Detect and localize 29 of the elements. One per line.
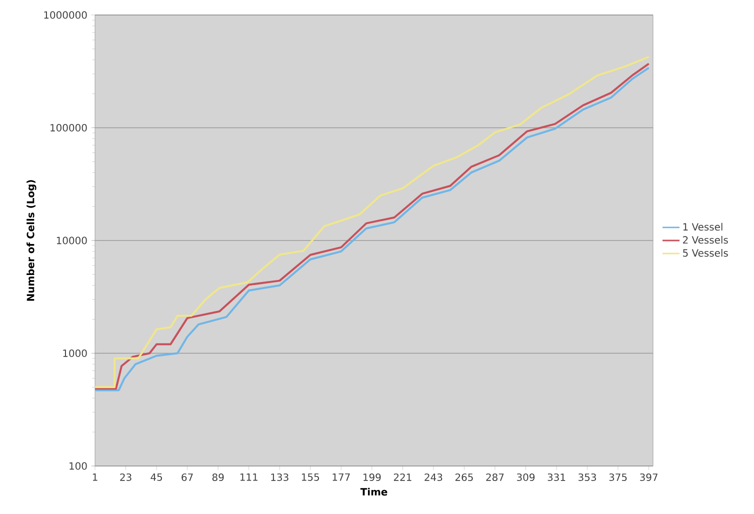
x-tick-label: 199 xyxy=(364,473,381,482)
y-axis-title: Number of Cells (Log) xyxy=(26,180,36,301)
x-tick-label: 397 xyxy=(640,473,658,482)
x-tick-label: 1 xyxy=(92,473,98,481)
legend-label: 2 Vessels xyxy=(683,236,728,244)
y-tick-label: 1000 xyxy=(63,349,87,357)
x-tick-label: 89 xyxy=(212,473,224,482)
x-tick-label: 331 xyxy=(548,473,566,482)
y-tick-label: 1000000 xyxy=(44,11,87,19)
legend-label: 1 Vessel xyxy=(683,222,722,231)
y-tick-label: 10000 xyxy=(56,236,87,244)
x-tick-label: 111 xyxy=(240,473,258,481)
y-tick-label: 100 xyxy=(70,462,87,470)
legend-label: 5 Vessels xyxy=(683,248,728,257)
x-tick-label: 243 xyxy=(424,473,442,482)
x-tick-label: 45 xyxy=(150,473,162,481)
x-tick-label: 155 xyxy=(302,473,320,481)
x-tick-label: 177 xyxy=(332,473,350,481)
x-tick-label: 265 xyxy=(455,473,473,482)
x-tick-label: 67 xyxy=(182,473,193,482)
x-axis-title: Time xyxy=(360,488,388,496)
x-tick-label: 309 xyxy=(517,473,535,482)
x-tick-label: 287 xyxy=(486,473,504,482)
x-tick-label: 353 xyxy=(578,473,596,482)
x-tick-label: 221 xyxy=(394,473,412,481)
x-tick-label: 375 xyxy=(609,473,627,482)
x-tick-label: 133 xyxy=(271,473,288,482)
x-tick-label: 23 xyxy=(120,473,132,482)
y-tick-label: 100000 xyxy=(50,124,87,132)
